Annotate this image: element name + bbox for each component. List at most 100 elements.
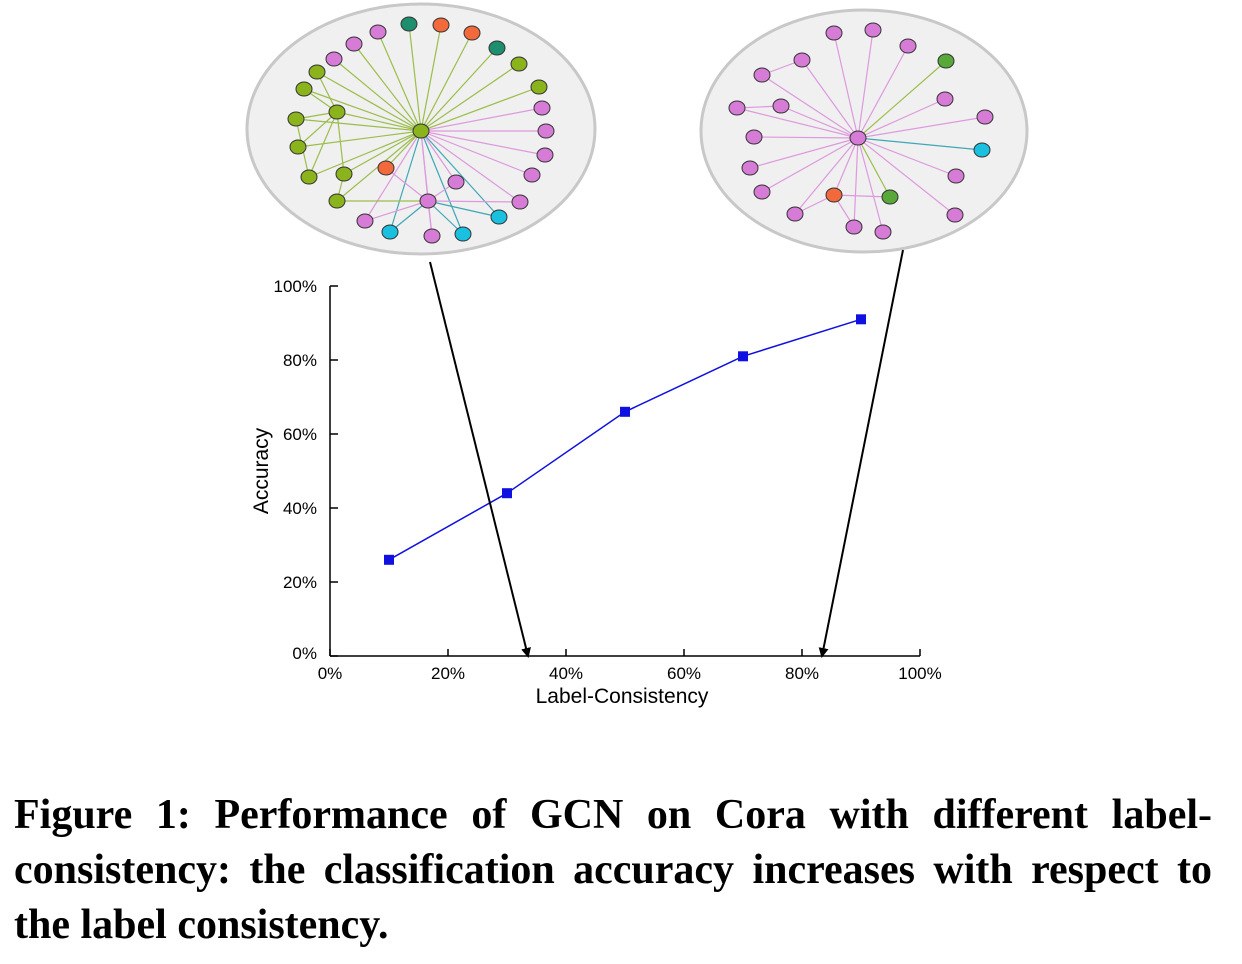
right-graph-edge <box>833 32 859 139</box>
graph-illustration-high-consistency <box>699 8 1029 254</box>
left-graph-edge <box>297 130 422 148</box>
left-graph-node <box>289 139 307 155</box>
left-graph-node <box>377 160 395 176</box>
left-graph-edge <box>343 130 422 175</box>
left-graph-edge <box>308 130 422 178</box>
right-graph-node <box>864 22 882 38</box>
left-graph-edge <box>295 118 422 132</box>
left-graph-edge <box>389 130 422 233</box>
right-graph-edge <box>857 98 946 139</box>
y-axis-label: Accuracy <box>250 427 273 514</box>
right-graph-edge <box>749 137 859 169</box>
left-graph-node <box>537 123 555 139</box>
right-graph-node <box>772 98 790 114</box>
left-graph-node <box>419 193 437 209</box>
right-graph-edge <box>794 137 859 215</box>
x-axis-ticks: 0% 20% 40% 60% 80% 100% <box>318 649 942 683</box>
left-graph-edge <box>420 130 533 176</box>
graph-illustration-low-consistency <box>245 2 597 256</box>
y-tick-label: 40% <box>283 499 317 518</box>
left-graph-node <box>325 51 343 67</box>
left-graph-edge <box>420 107 543 132</box>
left-graph-edge <box>377 31 422 132</box>
right-graph-edge <box>857 45 909 139</box>
left-graph-edge <box>336 111 345 175</box>
left-graph-node <box>328 193 346 209</box>
y-tick-label: 20% <box>283 573 317 592</box>
y-axis-ticks: 0% 20% 40% 60% 80% 100% <box>274 277 338 663</box>
right-graph-edge <box>761 74 859 139</box>
right-graph-edge <box>853 137 859 228</box>
left-graph-edge <box>303 88 422 132</box>
graph-nodes-left <box>287 16 555 244</box>
callout-arrows <box>429 249 904 658</box>
left-graph-node <box>423 228 441 244</box>
graph-nodes-right <box>728 22 994 240</box>
left-graph-node <box>381 224 399 240</box>
left-graph-edge <box>316 71 422 132</box>
y-tick-label: 100% <box>274 277 317 296</box>
right-graph-node <box>825 25 843 41</box>
right-graph-node <box>793 52 811 68</box>
series-line <box>388 318 862 561</box>
right-graph-edge <box>761 137 859 193</box>
right-graph-node <box>753 67 771 83</box>
left-graph-edge <box>420 130 546 156</box>
chart-axes <box>329 286 920 657</box>
y-tick-label: 0% <box>292 644 317 663</box>
left-graph-edge <box>385 130 422 169</box>
right-graph-edge <box>833 194 891 198</box>
left-graph-node <box>287 111 305 127</box>
caption-line-1: Figure 1: Performance of GCN on Cora wit… <box>14 792 1212 838</box>
arrow-high-consistency <box>818 249 904 658</box>
left-graph-edge <box>364 200 429 222</box>
right-graph-node <box>825 187 843 203</box>
accuracy-chart: 0% 20% 40% 60% 80% 100% 0% 20% 40% 60% 80% 100% La… <box>250 277 942 708</box>
right-graph-node <box>874 224 892 240</box>
right-graph-edge <box>857 116 986 139</box>
x-tick-label: 0% <box>318 664 343 683</box>
left-graph-edge <box>420 130 464 235</box>
right-graph-edge <box>857 60 947 139</box>
right-graph-node <box>937 53 955 69</box>
right-graph-edge <box>753 136 859 139</box>
left-graph-node <box>400 16 418 32</box>
data-point <box>502 488 512 499</box>
right-graph-node <box>845 219 863 235</box>
right-graph-edge <box>857 137 956 216</box>
left-graph-edge <box>420 24 442 132</box>
left-graph-edge <box>336 111 422 132</box>
x-tick-label: 80% <box>785 664 819 683</box>
left-graph-edge <box>420 130 500 218</box>
right-graph-node <box>936 91 954 107</box>
left-graph-node <box>490 209 508 225</box>
y-tick-label: 80% <box>283 351 317 370</box>
caption-line-3: to the label consistency. <box>14 847 1213 948</box>
left-graph-node <box>488 40 506 56</box>
left-graph-edge <box>385 167 429 202</box>
x-tick-label: 60% <box>667 664 701 683</box>
left-graph-edge <box>427 200 464 235</box>
data-point <box>384 554 394 565</box>
figure-caption: Figure 1: Performance of GCN on Cora wit… <box>14 788 1212 953</box>
left-graph-node <box>369 24 387 40</box>
right-graph-edge <box>857 137 957 177</box>
left-graph-edge <box>353 43 422 132</box>
right-graph-node <box>899 38 917 54</box>
left-graph-node <box>463 25 481 41</box>
right-graph-node <box>849 130 867 146</box>
left-graph-edge <box>333 58 422 132</box>
right-graph-edge <box>801 59 859 139</box>
right-graph-node <box>947 168 965 184</box>
caption-line-2: consistency: the classification accuracy… <box>14 847 1159 893</box>
right-graph-node <box>728 100 746 116</box>
left-graph-edge <box>420 32 473 132</box>
left-graph-node <box>328 104 346 120</box>
right-graph-edge <box>857 137 891 198</box>
graph-bubble-right <box>699 8 1029 254</box>
left-graph-edge <box>420 130 457 183</box>
data-point <box>856 314 866 325</box>
left-graph-edge <box>420 130 521 203</box>
left-graph-edge <box>420 47 498 132</box>
